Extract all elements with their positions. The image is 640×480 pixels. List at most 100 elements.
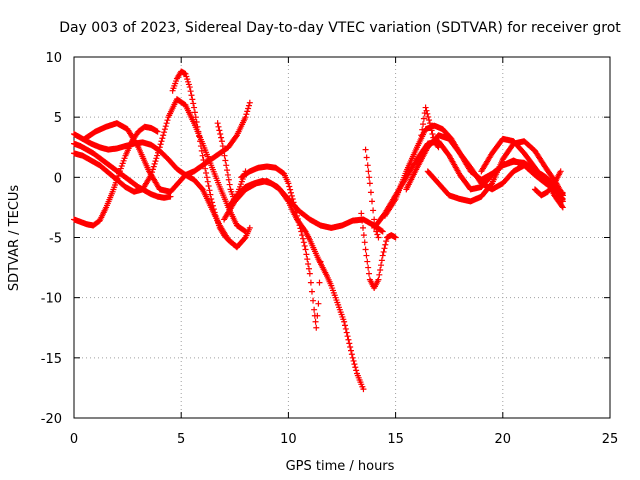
data-point <box>362 246 369 253</box>
data-point <box>315 300 322 307</box>
data-point <box>342 322 349 329</box>
data-point <box>182 70 189 77</box>
data-point <box>299 232 306 239</box>
series-arc-20 <box>542 174 566 211</box>
data-point <box>382 241 389 248</box>
data-point <box>374 231 381 238</box>
data-point <box>358 210 365 217</box>
data-point <box>350 357 357 364</box>
data-point <box>300 239 307 246</box>
data-point <box>369 198 376 205</box>
data-point <box>202 165 209 172</box>
data-point <box>185 78 192 85</box>
data-point <box>343 329 350 336</box>
x-tick-label: 25 <box>602 432 619 447</box>
data-point <box>308 288 315 295</box>
data-point <box>418 132 425 139</box>
data-point <box>295 219 302 226</box>
data-point <box>218 134 225 141</box>
data-point <box>159 135 166 142</box>
data-point <box>197 143 204 150</box>
x-tick-label: 5 <box>177 432 185 447</box>
grid-lines <box>74 57 610 418</box>
y-tick-label: 0 <box>54 171 62 186</box>
data-point <box>208 195 215 202</box>
data-point <box>217 131 224 138</box>
data-point <box>191 109 198 116</box>
data-point <box>379 252 386 259</box>
data-point <box>345 336 352 343</box>
data-point <box>378 262 385 269</box>
data-point <box>373 228 380 235</box>
series-arc-6 <box>169 68 240 251</box>
data-point <box>153 155 160 162</box>
data-point <box>205 182 212 189</box>
data-point <box>423 107 430 114</box>
data-point <box>233 243 240 250</box>
data-point <box>305 260 312 267</box>
data-point <box>203 174 210 181</box>
data-point <box>195 128 202 135</box>
data-point <box>371 216 378 223</box>
data-point <box>346 340 353 347</box>
data-point <box>426 117 433 124</box>
data-point <box>312 318 319 325</box>
data-point <box>298 228 305 235</box>
data-point <box>224 171 231 178</box>
data-point <box>187 88 194 95</box>
data-point <box>381 245 388 252</box>
data-point <box>430 134 437 141</box>
data-point <box>287 186 294 193</box>
y-tick-label: -20 <box>41 412 62 427</box>
data-point <box>557 168 564 175</box>
data-point <box>224 167 231 174</box>
data-point <box>425 113 432 120</box>
data-point <box>379 228 386 235</box>
data-point <box>376 271 383 278</box>
data-point <box>392 234 399 241</box>
data-point <box>152 158 159 165</box>
data-point <box>301 242 308 249</box>
data-point <box>183 73 190 80</box>
y-axis-ticks: -20 -15 -10 -5 0 5 10 <box>41 51 610 427</box>
data-point <box>351 361 358 368</box>
data-point <box>222 157 229 164</box>
data-point <box>422 104 429 111</box>
data-point <box>429 131 436 138</box>
data-point <box>245 105 252 112</box>
data-point <box>297 225 304 232</box>
data-point <box>216 127 223 134</box>
data-point <box>342 325 349 332</box>
data-point <box>420 121 427 128</box>
data-point <box>310 297 317 304</box>
data-point <box>364 162 371 169</box>
series-arc-11 <box>358 210 399 292</box>
data-point <box>377 266 384 273</box>
data-point <box>287 189 294 196</box>
data-point <box>378 257 385 264</box>
data-series <box>71 68 566 393</box>
data-point <box>184 76 191 83</box>
data-point <box>349 354 356 361</box>
data-point <box>305 265 312 272</box>
data-point <box>363 252 370 259</box>
data-point <box>210 206 217 213</box>
data-point <box>214 120 221 127</box>
data-point <box>155 147 162 154</box>
data-point <box>242 228 249 235</box>
data-point <box>155 149 162 156</box>
data-point <box>285 180 292 187</box>
x-tick-label: 0 <box>70 432 78 447</box>
data-point <box>559 195 566 202</box>
data-point <box>286 183 293 190</box>
series-arc-16 <box>418 104 442 151</box>
series-arc-4 <box>71 96 249 235</box>
data-point <box>244 108 251 115</box>
data-point <box>192 114 199 121</box>
data-point <box>151 160 158 167</box>
data-point <box>198 147 205 154</box>
data-point <box>558 203 565 210</box>
data-point <box>314 312 321 319</box>
data-point <box>209 199 216 206</box>
y-tick-label: -10 <box>41 292 62 307</box>
